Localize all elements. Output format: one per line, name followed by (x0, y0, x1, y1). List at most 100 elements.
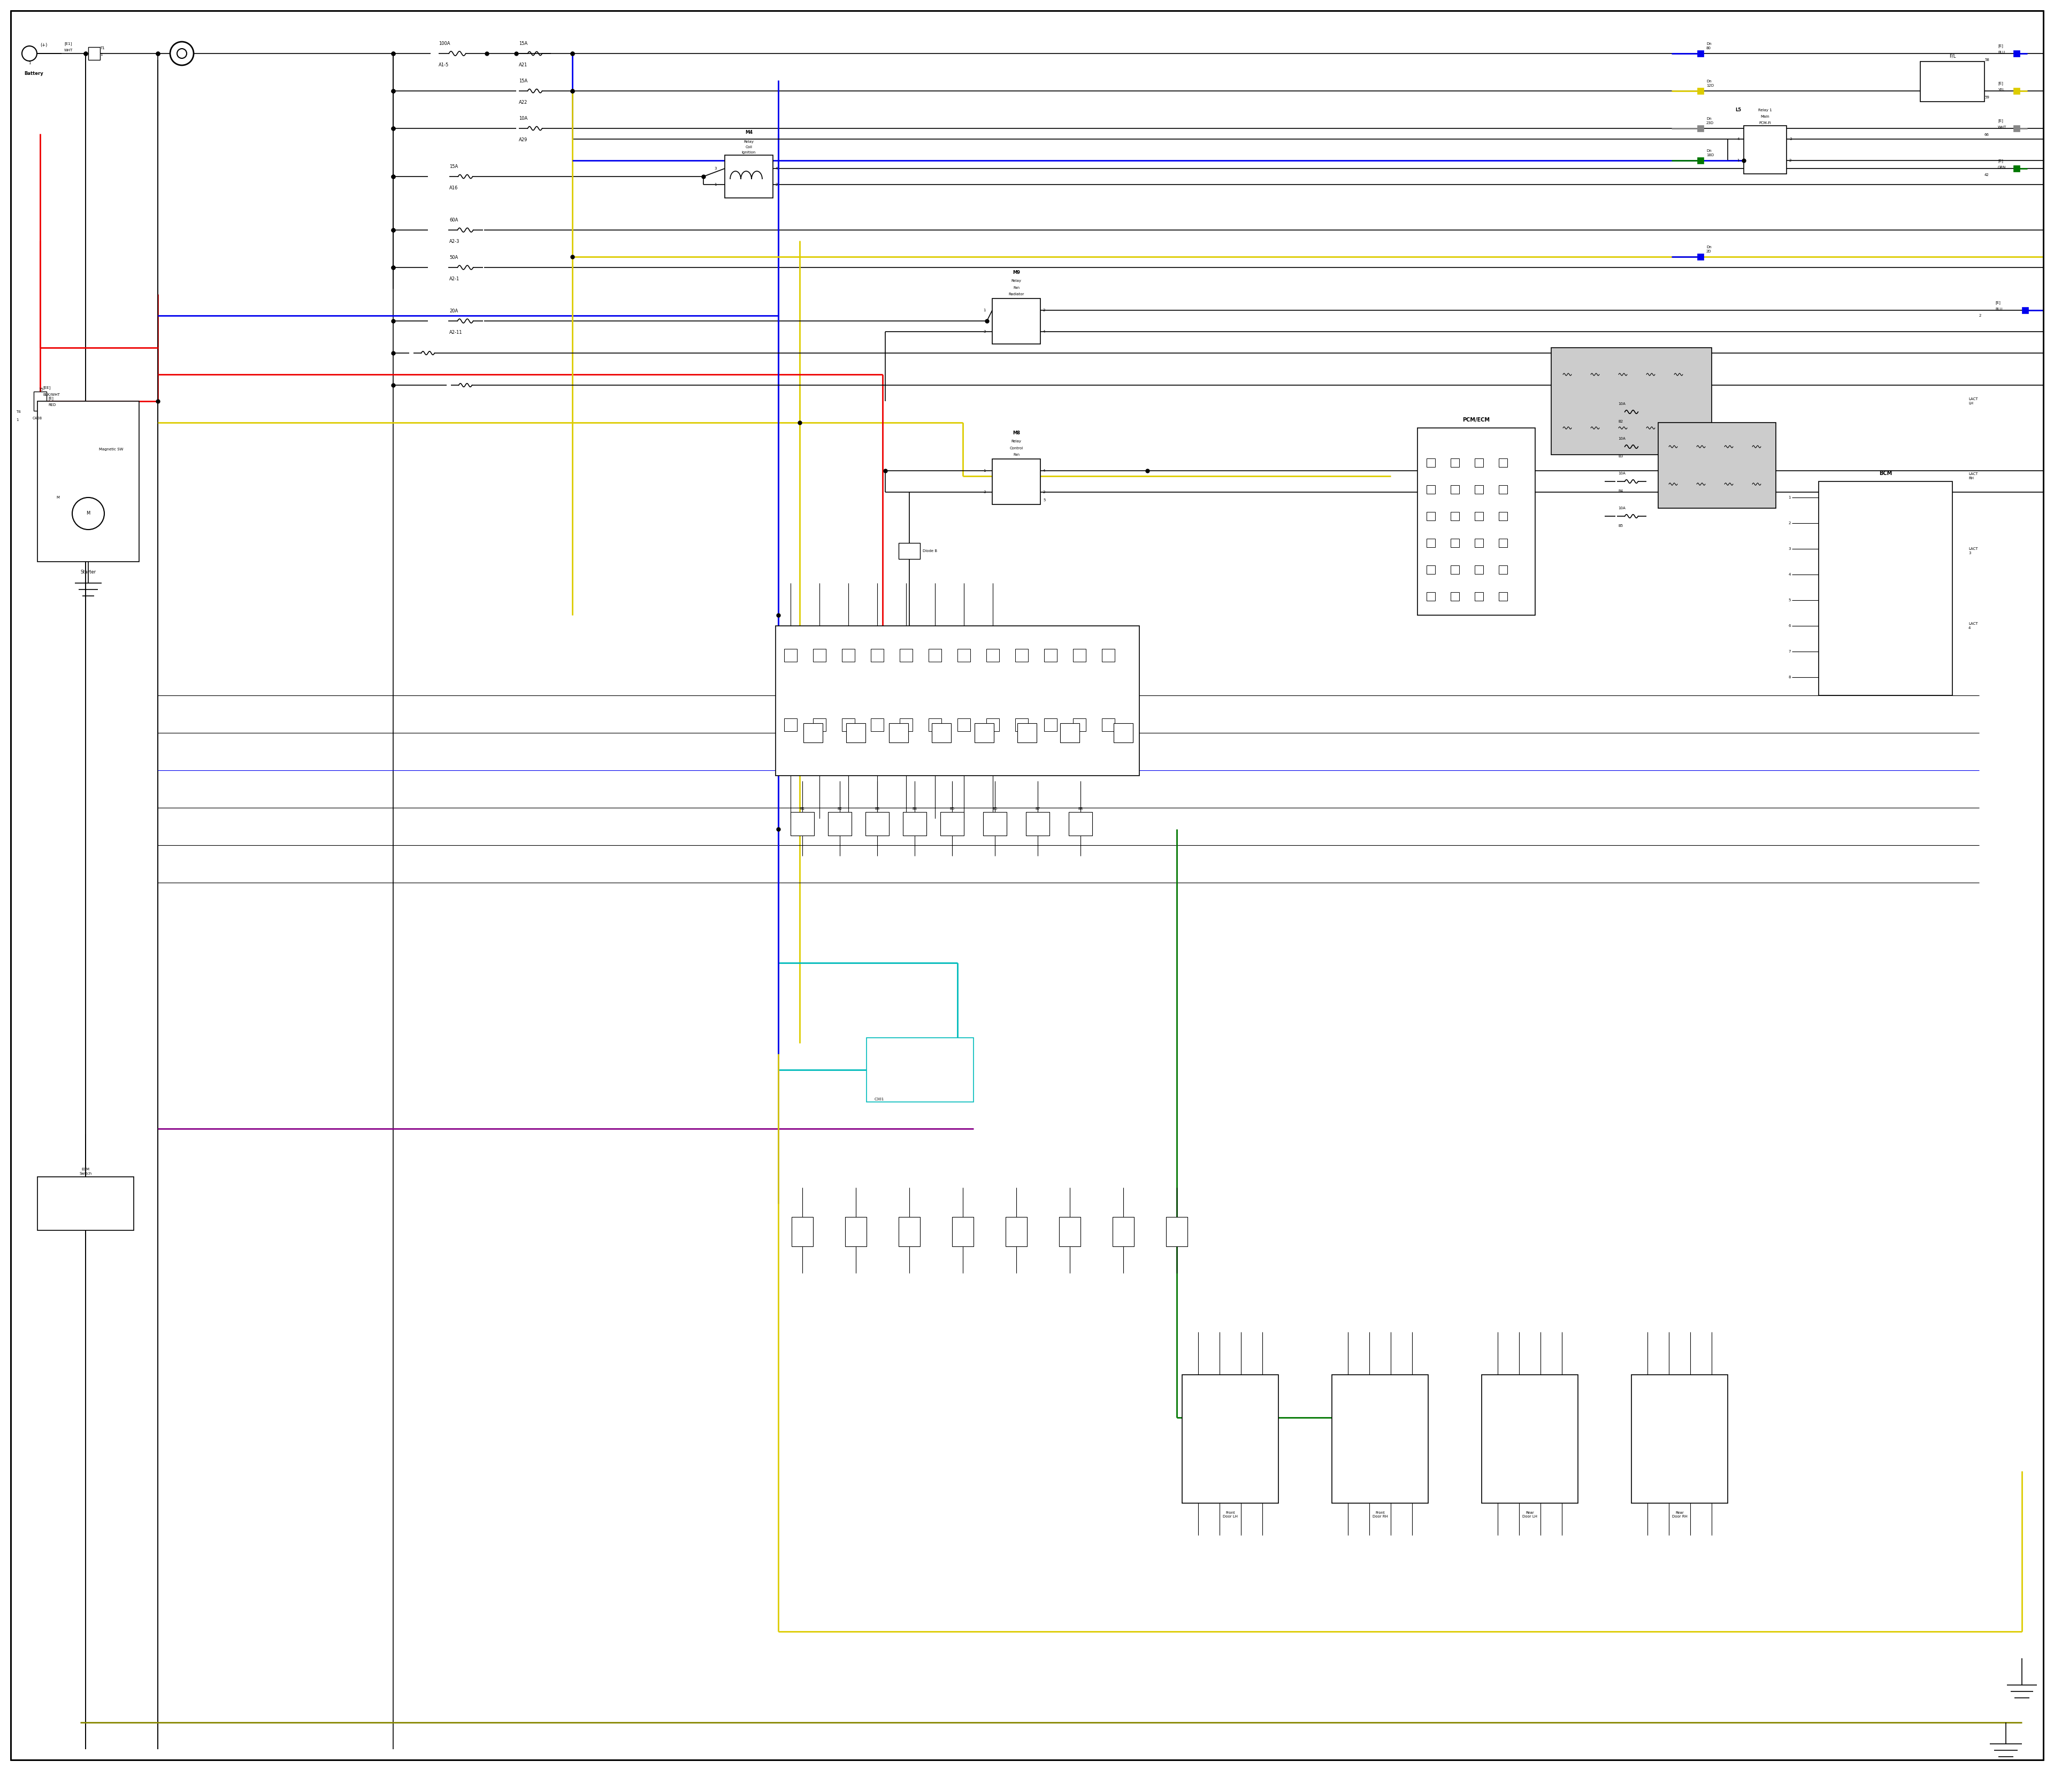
Bar (1015, 649, 1029, 661)
Bar (1450, 539, 1458, 547)
Text: 1: 1 (984, 470, 986, 473)
Bar (1331, 1374, 1428, 1503)
Bar (1499, 459, 1508, 468)
Bar (1697, 50, 1703, 57)
Text: Relay: Relay (744, 140, 754, 143)
Bar (842, 719, 854, 731)
Text: Control: Control (1011, 446, 1023, 450)
Bar (933, 724, 951, 742)
Bar (957, 649, 969, 661)
Bar (900, 1217, 920, 1247)
Bar (2013, 88, 2019, 95)
Bar (842, 649, 854, 661)
Bar (813, 649, 826, 661)
Text: 1: 1 (715, 183, 717, 186)
Text: WHT: WHT (64, 48, 74, 52)
Text: Dn
80: Dn 80 (1707, 43, 1711, 50)
Bar (867, 1038, 974, 1102)
Bar (1060, 724, 1080, 742)
Text: Coil: Coil (746, 145, 752, 149)
Circle shape (23, 47, 37, 61)
Text: YEL: YEL (1999, 88, 2005, 91)
Text: 1: 1 (29, 61, 31, 65)
Text: 1: 1 (1789, 496, 1791, 500)
Bar (1450, 486, 1458, 495)
Bar (1017, 724, 1037, 742)
Text: 3: 3 (984, 330, 986, 333)
Text: Dn
23D: Dn 23D (1707, 118, 1713, 124)
Text: 15A: 15A (520, 79, 528, 84)
Bar (1043, 649, 1058, 661)
Text: C301: C301 (875, 1098, 885, 1100)
Text: Rear
Door RH: Rear Door RH (1672, 1511, 1686, 1518)
Bar (1475, 513, 1483, 520)
Bar (1475, 459, 1483, 468)
Bar (1499, 591, 1508, 600)
Bar (928, 649, 941, 661)
Text: A2-11: A2-11 (450, 330, 462, 335)
Text: 15: 15 (39, 387, 43, 391)
Text: [E]: [E] (1994, 301, 2001, 305)
Bar (1015, 719, 1029, 731)
Text: [E]: [E] (1999, 45, 2003, 48)
Text: Front
Door RH: Front Door RH (1372, 1511, 1389, 1518)
Bar (1475, 539, 1483, 547)
Text: T1: T1 (101, 47, 105, 50)
Text: Relay: Relay (1011, 280, 1021, 283)
Text: Dn
12D: Dn 12D (1707, 81, 1713, 88)
Text: 5: 5 (1789, 599, 1791, 602)
Text: B5: B5 (1619, 525, 1623, 527)
Text: 2: 2 (1043, 308, 1045, 312)
Text: B8: B8 (1078, 806, 1082, 810)
Bar (1481, 1374, 1577, 1503)
Bar (1183, 1374, 1278, 1503)
Text: 10A: 10A (1619, 401, 1625, 405)
Text: [E]: [E] (47, 396, 53, 400)
Text: BLU: BLU (1999, 50, 2005, 54)
Bar (1450, 459, 1458, 468)
Text: T4: T4 (16, 410, 21, 414)
Bar (1167, 1217, 1187, 1247)
Bar (1744, 125, 1787, 174)
Bar (992, 459, 1041, 504)
Bar (1060, 1217, 1080, 1247)
Bar (1499, 539, 1508, 547)
Bar (1428, 539, 1436, 547)
Text: A2-1: A2-1 (450, 276, 460, 281)
Text: M8: M8 (1013, 430, 1021, 435)
Text: 3: 3 (1789, 547, 1791, 550)
Text: 59: 59 (1984, 95, 1988, 99)
Bar (904, 812, 926, 835)
Bar (1475, 591, 1483, 600)
Text: 4: 4 (776, 167, 778, 170)
Bar (828, 812, 852, 835)
Text: B3: B3 (875, 806, 879, 810)
Text: 4: 4 (1738, 138, 1740, 142)
Text: 4: 4 (1043, 330, 1045, 333)
Bar (1499, 566, 1508, 573)
Bar (2013, 125, 2019, 131)
Text: PCM-Fi: PCM-Fi (1758, 122, 1771, 125)
Bar (900, 649, 912, 661)
Bar (791, 812, 813, 835)
Bar (900, 719, 912, 731)
Bar (1072, 719, 1087, 731)
Text: 6: 6 (1789, 624, 1791, 627)
Bar (1113, 1217, 1134, 1247)
Text: LACT
LH: LACT LH (1968, 398, 1978, 405)
Bar (957, 719, 969, 731)
Bar (33, 392, 47, 410)
Bar (1428, 513, 1436, 520)
Bar (1113, 724, 1134, 742)
Text: Starter: Starter (80, 570, 97, 575)
Text: [EE]: [EE] (43, 385, 51, 389)
Bar (1428, 459, 1436, 468)
Bar (871, 649, 883, 661)
Text: B6: B6 (992, 806, 998, 810)
Text: 5: 5 (1043, 498, 1045, 502)
Text: B2: B2 (1619, 419, 1623, 423)
Bar (2021, 306, 2027, 314)
Text: 50A: 50A (450, 256, 458, 260)
Text: LACT
4: LACT 4 (1968, 622, 1978, 629)
Bar (1475, 566, 1483, 573)
